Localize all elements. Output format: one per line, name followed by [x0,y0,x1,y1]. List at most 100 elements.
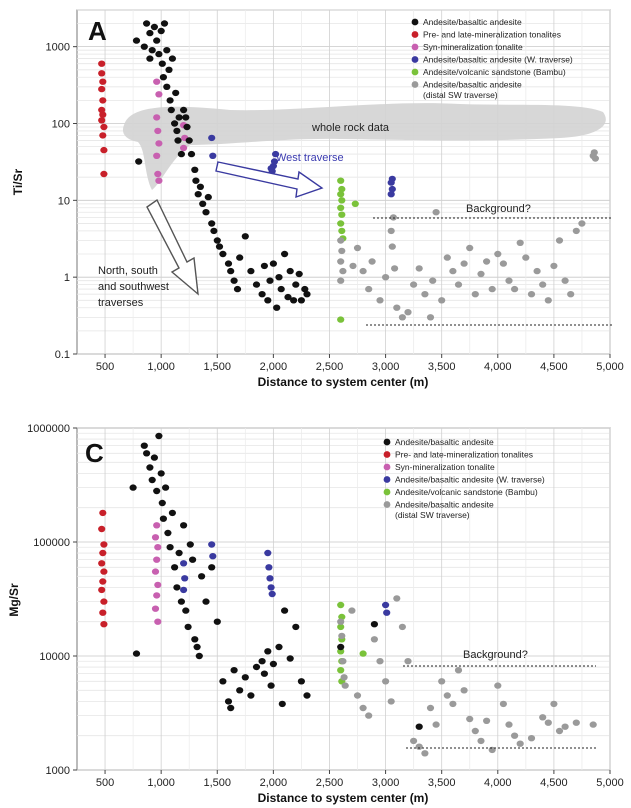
data-point [258,291,266,298]
data-point [393,595,401,602]
data-point [376,297,384,304]
data-point [337,258,345,265]
data-point [387,698,395,705]
data-point [290,297,298,304]
data-point [415,743,423,750]
data-point [337,220,345,227]
data-point [132,650,141,657]
data-point [157,27,165,35]
data-point [398,314,406,321]
data-point [426,704,435,712]
data-point [388,243,396,250]
x-tick-label: 500 [96,361,114,373]
data-point [180,522,188,529]
data-point [175,114,183,121]
legend-label: Andesite/basaltic andesite [395,500,494,510]
data-point [260,262,268,270]
legend-marker [411,81,419,88]
data-point [477,270,485,278]
data-point [230,667,238,674]
data-point [183,123,191,131]
data-point [158,60,166,67]
data-point [180,586,188,594]
data-point [210,227,218,235]
x-tick-label: 3,000 [372,777,400,789]
data-point [365,285,373,293]
data-point [268,590,276,598]
data-point [99,97,107,104]
data-point [466,244,474,252]
x-tick-label: 5,000 [596,777,624,789]
data-point [194,191,202,198]
data-point [153,37,161,44]
data-point [561,277,569,284]
data-point [527,735,536,742]
legend-marker [411,18,419,26]
data-point [148,47,156,54]
data-point [337,667,345,674]
x-tick-label: 1,500 [203,361,231,373]
data-point [264,297,272,304]
data-point [295,270,303,278]
data-point [196,183,204,190]
data-point [303,692,311,699]
x-tick-label: 4,000 [484,777,512,789]
data-point [388,185,396,193]
data-point [247,267,255,275]
data-point [572,719,580,726]
data-point [171,564,179,571]
data-point [398,623,406,631]
points-a [98,20,600,323]
legend-marker [383,438,391,446]
data-point [168,509,176,517]
data-point [153,78,161,85]
data-point [337,204,345,211]
data-point [148,476,156,484]
data-point [454,667,463,674]
data-point [275,274,283,281]
data-point [544,297,552,304]
data-point [505,277,513,284]
data-point [167,106,175,114]
data-point [477,737,485,745]
data-point [267,682,275,689]
data-point [166,97,174,104]
y-tick-label: 10 [58,195,70,207]
whole-rock-label: whole rock data [311,122,390,134]
data-point [241,233,249,240]
data-point [359,704,367,712]
data-point [421,291,429,298]
y-tick-label: 100000 [33,537,70,549]
x-tick-label: 1,500 [203,777,231,789]
data-point [247,692,255,699]
data-point [337,618,345,625]
data-point [368,258,376,265]
data-point [162,484,170,491]
ticks-c: 500 1,000 1,500 2,000 2,500 3,000 3,500 4,000 4,… [27,423,624,789]
data-point [410,737,418,745]
x-axis-title-a: Distance to system center (m) [258,375,429,389]
data-point [539,281,547,288]
data-point [449,700,457,708]
data-point [337,643,345,651]
data-point [338,185,346,193]
data-point [292,623,300,631]
data-point [132,37,141,44]
data-point [155,140,163,147]
legend-label: Andesite/basaltic andesite [395,437,494,447]
data-point [286,267,294,275]
legend-label: Andesite/volcanic sandstone (Bambu) [423,67,566,77]
data-point [550,262,558,270]
data-point [426,314,435,321]
data-point [202,209,210,216]
data-point [578,220,586,227]
data-point [215,243,224,250]
data-point [173,584,181,591]
data-point [160,20,169,27]
data-point [180,106,188,114]
data-point [286,655,294,662]
x-tick-label: 2,000 [260,361,288,373]
data-point [153,152,161,159]
data-point [100,568,108,575]
data-point [154,544,162,551]
